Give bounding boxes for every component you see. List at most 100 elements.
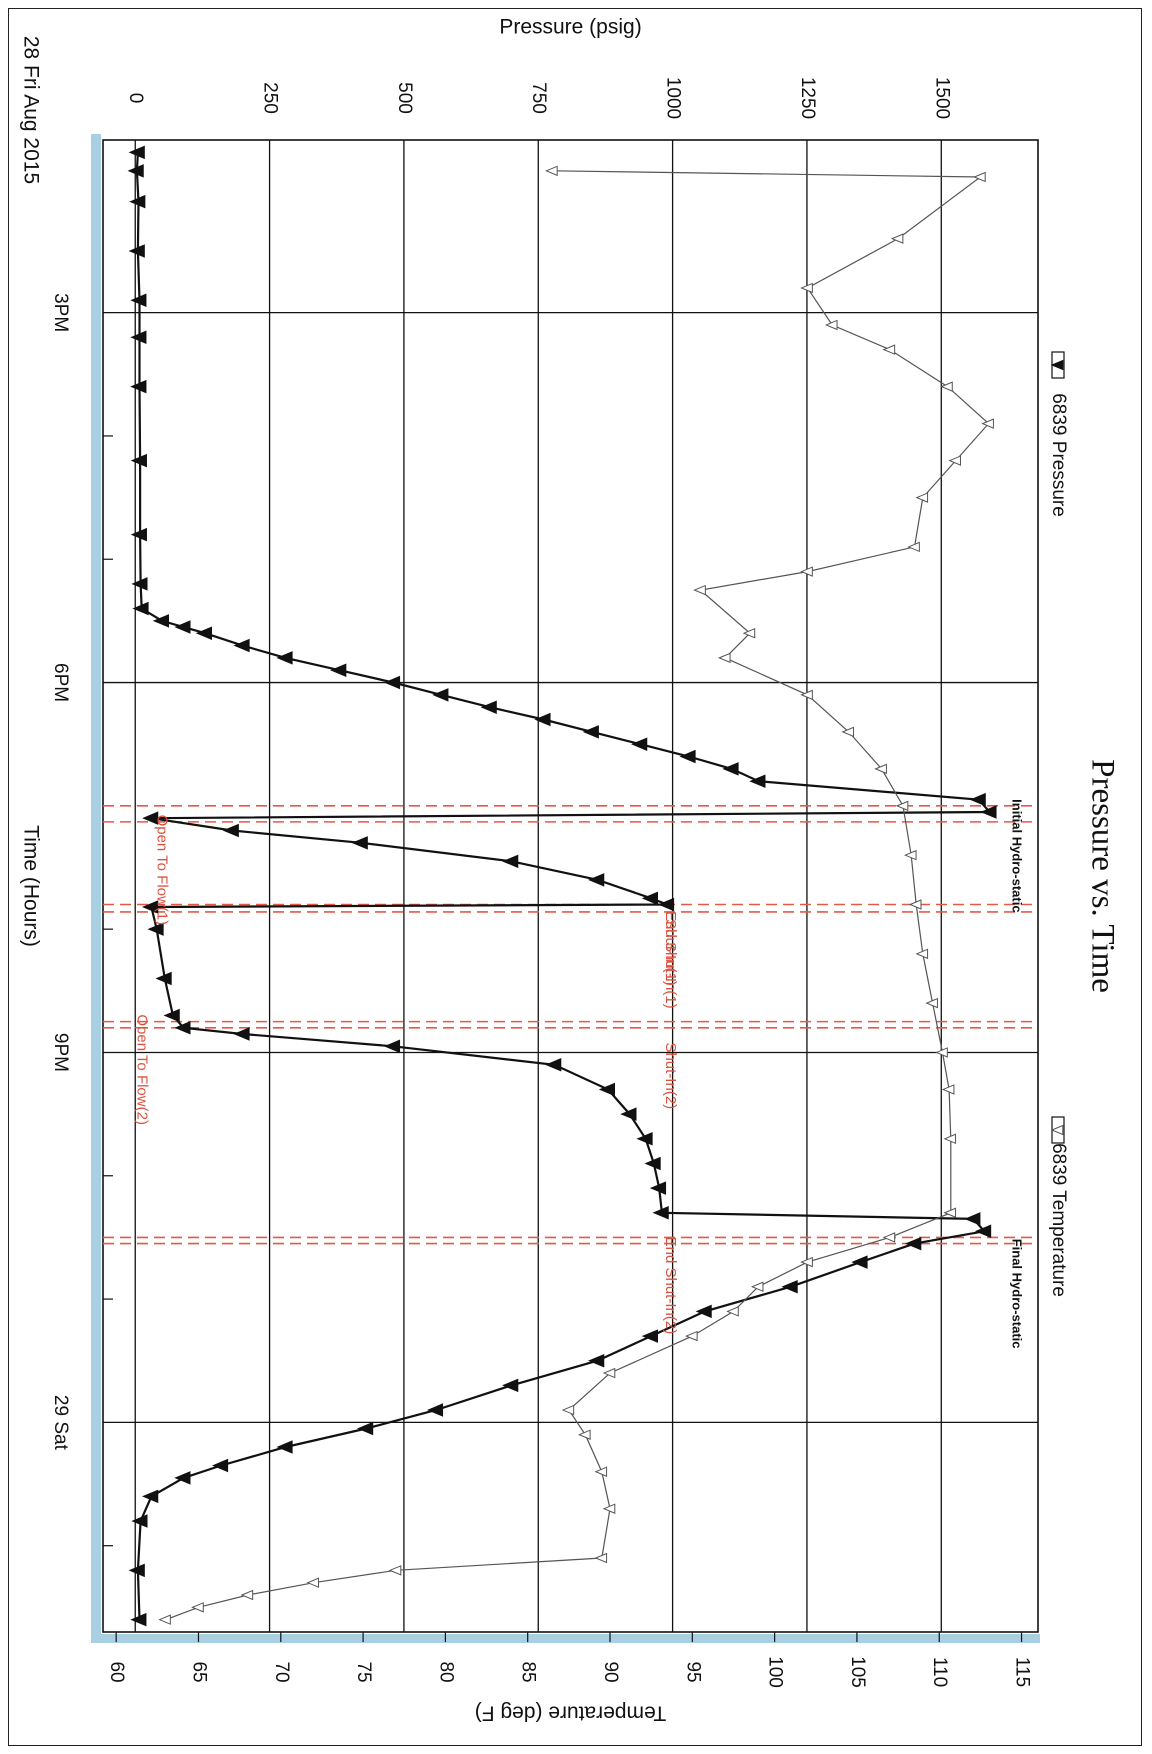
pressure-point (130, 379, 147, 394)
pressure-tick-label: 1500 (931, 77, 952, 119)
temperature-point (693, 584, 706, 596)
pressure-point (980, 805, 997, 819)
event-label: Open To Flow(1) (153, 815, 170, 926)
pressure-point (128, 244, 145, 258)
pressure-point (132, 601, 149, 616)
pressure-point (649, 1181, 667, 1195)
pressure-point (631, 737, 648, 751)
pressure-point (130, 527, 147, 542)
temperature-point (750, 1281, 764, 1292)
chart-title: Pressure vs. Time (1084, 759, 1120, 993)
pressure-point (351, 836, 368, 850)
pressure-point (598, 1082, 616, 1097)
pressure-point (357, 1421, 374, 1436)
temperature-point (981, 418, 994, 429)
temperature-point (973, 171, 986, 183)
pressure-point (142, 900, 159, 914)
plot-area (102, 139, 1039, 1633)
event-label: End Shut-In(1) (662, 911, 679, 1009)
pressure-point (432, 688, 449, 702)
pressure-point (964, 1212, 981, 1226)
temperature-tick-label: 80 (435, 1661, 456, 1682)
temperature-point (943, 1133, 957, 1145)
pressure-point (588, 1353, 605, 1368)
temperature-point (925, 997, 938, 1009)
legend-label: 6839 Temperature (1048, 1143, 1069, 1297)
event-label: Open To Flow(2) (133, 1014, 150, 1125)
pressure-point (131, 1514, 148, 1528)
pressure-point (502, 1378, 519, 1393)
temperature-tick-label: 75 (353, 1661, 374, 1682)
temperature-point (903, 849, 917, 861)
pressure-point (657, 897, 675, 912)
temperature-point (907, 541, 920, 553)
pressure-point (582, 725, 599, 739)
pressure-point (142, 1489, 159, 1504)
pressure-point (174, 620, 191, 634)
pressure-tick-label: 250 (260, 82, 281, 114)
pressure-point (233, 1027, 250, 1041)
page-frame (8, 8, 1142, 1746)
temperature-axis-band (91, 1634, 1040, 1643)
event-label: Shut-In(1) (662, 919, 679, 986)
temperature-point (602, 1367, 616, 1379)
temperature-tick-label: 115 (1012, 1657, 1033, 1687)
pressure-point (276, 651, 293, 665)
pressure-point (679, 749, 696, 764)
plot-background (91, 134, 1040, 1643)
pressure-axis-title: Pressure (psig) (499, 16, 641, 39)
pressure-point (330, 663, 347, 677)
pressure-point (636, 1132, 653, 1146)
temperature-point (948, 455, 961, 466)
temperature-point (602, 1503, 616, 1514)
pressure-point (130, 330, 147, 345)
temperature-point (882, 344, 896, 355)
temperature-point (874, 763, 887, 775)
temperature-point (594, 1552, 608, 1564)
temperature-axis-title: Temperature (deg F) (475, 1701, 666, 1724)
pressure-point (644, 1156, 661, 1171)
pressure-point (502, 854, 519, 869)
event-label: Initial Hydro-static (1010, 799, 1025, 912)
pressure-point (905, 1236, 922, 1251)
pressure-point (534, 712, 551, 727)
pressure-point (163, 1008, 180, 1023)
temperature-point (578, 1429, 591, 1440)
pressure-point (152, 614, 170, 628)
temperature-point (191, 1602, 204, 1613)
tick-labels: 0 250 500 750 1000 1250 1500 60 65 70 75 80 85 90 95 10… (50, 77, 1033, 1688)
time-axis-title: Time (Hours) (19, 825, 42, 947)
series-layer (127, 145, 997, 1627)
pressure-point (620, 1107, 637, 1121)
temperature-point (943, 1207, 957, 1219)
pressure-point (480, 700, 497, 714)
time-tick-label: 3PM (50, 293, 71, 332)
time-tick-label: 9PM (50, 1033, 71, 1072)
pressure-tick-label: 1250 (797, 77, 818, 119)
temperature-tick-label: 105 (847, 1656, 868, 1688)
pressure-point (383, 1039, 401, 1054)
temperature-tick-label: 85 (518, 1661, 539, 1682)
pressure-point (147, 922, 164, 936)
pressure-point (695, 1304, 712, 1319)
chart-text: Pressure (psig) Temperature (deg F) Time (… (19, 16, 1120, 1725)
temperature-point (594, 1466, 608, 1477)
temperature-point (800, 566, 813, 577)
event-label: Shut-In(2) (662, 1042, 679, 1109)
pressure-point (142, 811, 159, 825)
pressure-point (130, 1612, 147, 1627)
temperature-tick-label: 100 (765, 1656, 786, 1688)
temperature-point (158, 1614, 171, 1625)
temperature-point (726, 1306, 739, 1317)
temperature-point (742, 627, 756, 639)
grid-lines (103, 140, 1038, 1642)
time-tick-label: 6PM (50, 663, 71, 702)
temperature-point (890, 233, 904, 244)
event-label: End Shut-In(2) (662, 1237, 679, 1335)
pressure-point (155, 971, 172, 986)
temperature-point (800, 1256, 813, 1268)
temperature-point (940, 381, 953, 392)
temperature-point (800, 282, 813, 294)
temperature-point (935, 1047, 948, 1058)
